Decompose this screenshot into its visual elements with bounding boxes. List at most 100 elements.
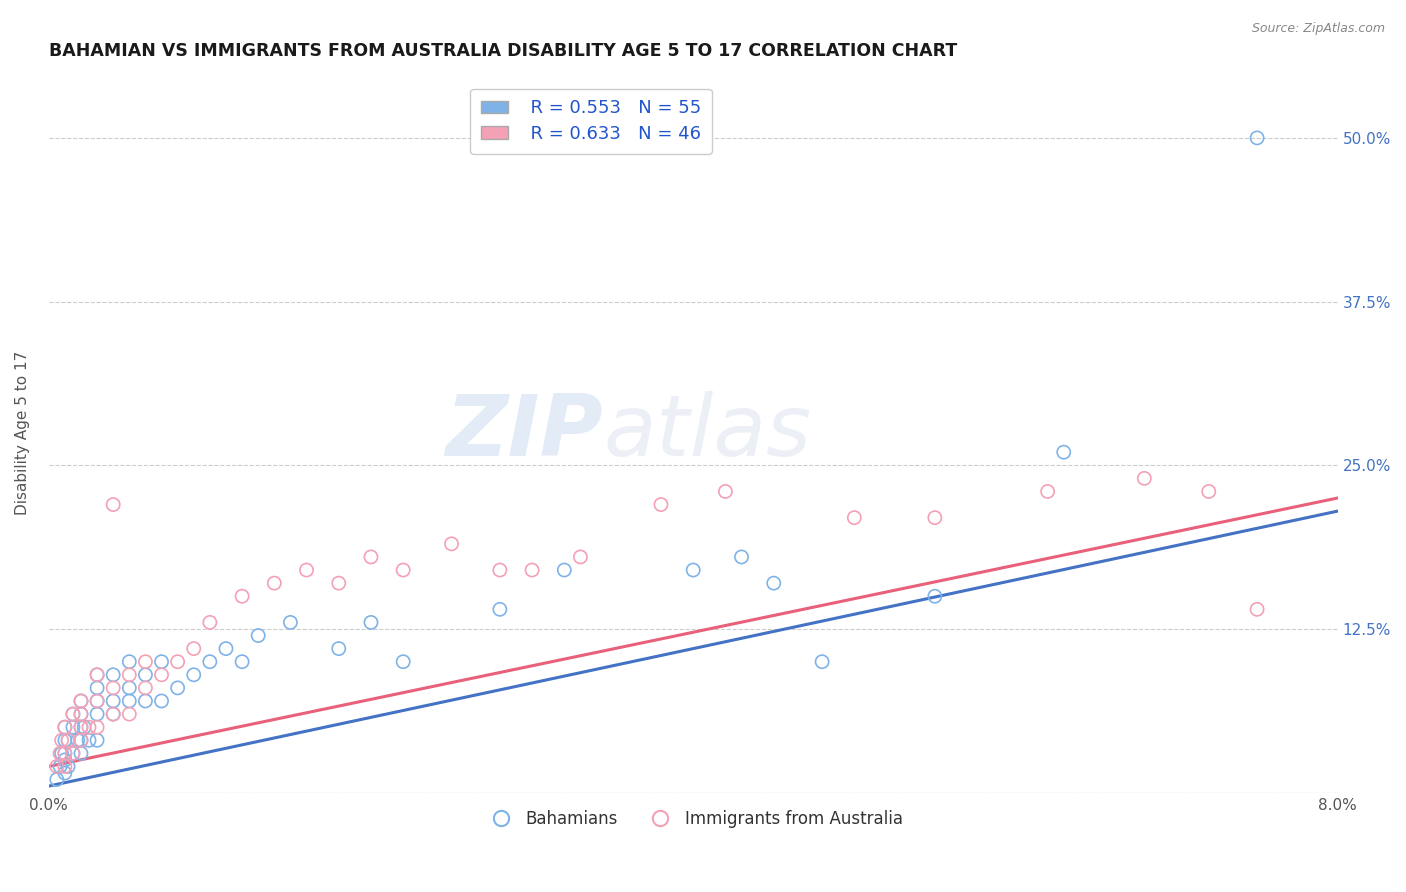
Point [762,576,785,591]
Point [118,694,141,708]
Point [198,615,221,630]
Point [328,576,350,591]
Point [682,563,704,577]
Text: ZIP: ZIP [446,391,603,474]
Point [70,720,93,734]
Point [66,733,89,747]
Point [134,681,156,695]
Text: BAHAMIAN VS IMMIGRANTS FROM AUSTRALIA DISABILITY AGE 5 TO 17 CORRELATION CHART: BAHAMIAN VS IMMIGRANTS FROM AUSTRALIA DI… [49,42,957,60]
Point [86,694,108,708]
Point [53,733,76,747]
Point [62,747,84,761]
Point [56,733,79,747]
Point [553,563,575,577]
Point [49,747,72,761]
Point [569,549,592,564]
Point [62,707,84,722]
Point [392,655,415,669]
Point [70,707,93,722]
Point [231,655,253,669]
Point [924,510,946,524]
Point [56,733,79,747]
Text: Source: ZipAtlas.com: Source: ZipAtlas.com [1251,22,1385,36]
Point [1053,445,1076,459]
Point [231,589,253,603]
Point [1133,471,1156,485]
Point [86,668,108,682]
Point [103,707,125,722]
Point [77,733,100,747]
Point [51,747,73,761]
Point [811,655,834,669]
Point [53,759,76,773]
Point [118,655,141,669]
Point [1246,602,1268,616]
Point [53,766,76,780]
Point [440,537,463,551]
Point [53,753,76,767]
Point [520,563,543,577]
Point [134,694,156,708]
Point [183,668,205,682]
Point [198,655,221,669]
Point [489,563,512,577]
Point [86,707,108,722]
Point [150,655,173,669]
Point [70,694,93,708]
Point [56,759,79,773]
Point [70,747,93,761]
Point [53,747,76,761]
Point [730,549,752,564]
Point [295,563,318,577]
Point [150,694,173,708]
Point [70,694,93,708]
Point [86,694,108,708]
Point [392,563,415,577]
Point [86,720,108,734]
Point [134,655,156,669]
Point [924,589,946,603]
Point [70,733,93,747]
Point [62,747,84,761]
Point [53,747,76,761]
Point [86,668,108,682]
Point [844,510,866,524]
Point [62,720,84,734]
Point [328,641,350,656]
Point [118,681,141,695]
Point [118,707,141,722]
Point [103,668,125,682]
Point [103,707,125,722]
Point [1036,484,1059,499]
Point [134,668,156,682]
Point [150,668,173,682]
Point [650,498,672,512]
Point [70,733,93,747]
Point [714,484,737,499]
Text: atlas: atlas [603,391,811,474]
Point [62,707,84,722]
Point [70,707,93,722]
Legend: Bahamians, Immigrants from Australia: Bahamians, Immigrants from Australia [477,804,910,835]
Point [86,733,108,747]
Point [183,641,205,656]
Point [49,759,72,773]
Point [45,759,67,773]
Point [51,733,73,747]
Point [86,681,108,695]
Point [70,720,93,734]
Point [215,641,238,656]
Point [263,576,285,591]
Point [103,498,125,512]
Point [1246,131,1268,145]
Point [360,549,382,564]
Point [166,681,188,695]
Point [45,772,67,787]
Point [1198,484,1220,499]
Point [489,602,512,616]
Point [166,655,188,669]
Point [103,694,125,708]
Point [73,720,96,734]
Point [103,681,125,695]
Point [360,615,382,630]
